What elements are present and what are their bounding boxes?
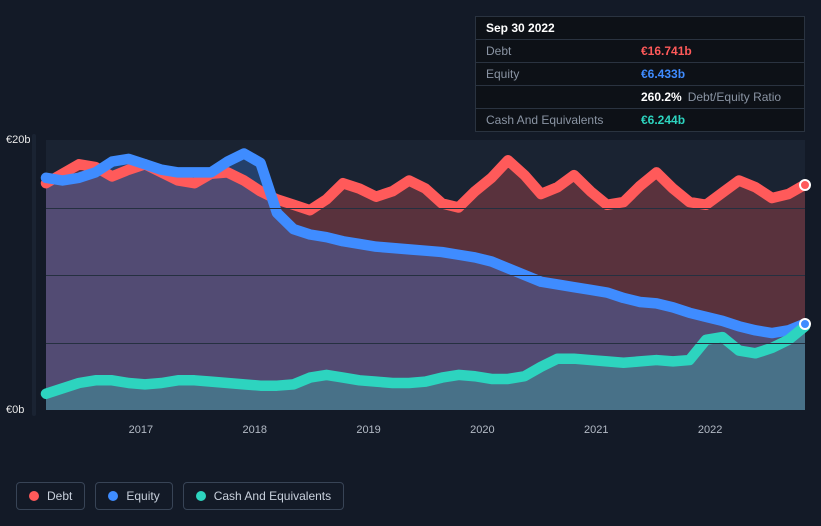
- legend-item-cash-and-equivalents[interactable]: Cash And Equivalents: [183, 482, 344, 510]
- tooltip-label: Cash And Equivalents: [486, 113, 641, 127]
- x-axis-label: 2017: [129, 424, 153, 436]
- tooltip-row: Equity€6.433b: [476, 63, 804, 86]
- chart-container: €0b€20b201720182019202020212022: [16, 130, 805, 430]
- x-axis-label: 2018: [242, 424, 266, 436]
- gridline: [46, 275, 805, 276]
- gridline: [46, 343, 805, 344]
- tooltip-row: Cash And Equivalents€6.244b: [476, 109, 804, 131]
- y-axis-label: €20b: [6, 134, 30, 146]
- gridline: [46, 208, 805, 209]
- tooltip-extra: Debt/Equity Ratio: [688, 90, 781, 104]
- legend-item-equity[interactable]: Equity: [95, 482, 172, 510]
- legend-dot-icon: [29, 491, 39, 501]
- x-axis-label: 2022: [698, 424, 722, 436]
- x-axis-label: 2020: [470, 424, 494, 436]
- legend-label: Equity: [126, 489, 159, 503]
- x-axis-label: 2021: [584, 424, 608, 436]
- legend-label: Cash And Equivalents: [214, 489, 331, 503]
- tooltip-date-text: Sep 30 2022: [486, 21, 555, 35]
- tooltip-value: 260.2%Debt/Equity Ratio: [641, 90, 781, 104]
- tooltip-label: [486, 90, 641, 104]
- legend-item-debt[interactable]: Debt: [16, 482, 85, 510]
- tooltip-value: €6.433b: [641, 67, 685, 81]
- tooltip-row: 260.2%Debt/Equity Ratio: [476, 86, 804, 109]
- tooltip-value: €6.244b: [641, 113, 685, 127]
- tooltip-value: €16.741b: [641, 44, 692, 58]
- y-axis-label: €0b: [6, 404, 24, 416]
- tooltip-label: Equity: [486, 67, 641, 81]
- series-end-marker: [799, 179, 811, 191]
- tooltip-date: Sep 30 2022: [476, 17, 804, 40]
- tooltip-label: Debt: [486, 44, 641, 58]
- x-axis-label: 2019: [356, 424, 380, 436]
- legend-label: Debt: [47, 489, 72, 503]
- tooltip-row: Debt€16.741b: [476, 40, 804, 63]
- series-end-marker: [799, 318, 811, 330]
- legend-dot-icon: [108, 491, 118, 501]
- legend-dot-icon: [196, 491, 206, 501]
- chart-tooltip: Sep 30 2022 Debt€16.741bEquity€6.433b260…: [475, 16, 805, 132]
- chart-legend: Debt Equity Cash And Equivalents: [16, 482, 344, 510]
